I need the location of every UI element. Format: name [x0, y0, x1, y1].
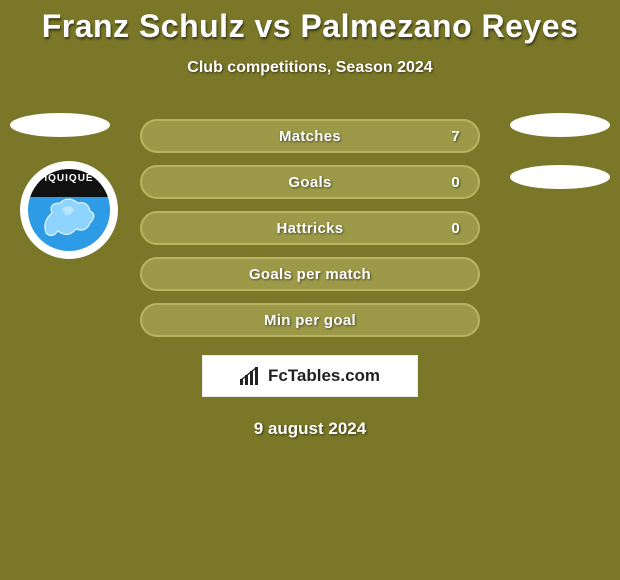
- stat-label: Min per goal: [264, 312, 356, 329]
- stats-rows: Matches 7 Goals 0 Hattricks 0 Goals per …: [140, 119, 480, 337]
- stat-row-min-per-goal: Min per goal: [140, 303, 480, 337]
- footer-date: 9 august 2024: [0, 419, 620, 439]
- brand-text: FcTables.com: [268, 366, 380, 386]
- club-logo-text: IQUIQUE: [28, 173, 110, 184]
- stat-label: Goals per match: [249, 266, 371, 283]
- stat-value: 7: [451, 128, 460, 145]
- stat-row-hattricks: Hattricks 0: [140, 211, 480, 245]
- stat-value: 0: [451, 174, 460, 191]
- page-subtitle: Club competitions, Season 2024: [0, 59, 620, 77]
- dragon-icon: [38, 193, 100, 243]
- right-club-oval: [510, 165, 610, 189]
- stat-label: Hattricks: [277, 220, 344, 237]
- stat-row-goals: Goals 0: [140, 165, 480, 199]
- stat-label: Goals: [288, 174, 331, 191]
- stat-row-matches: Matches 7: [140, 119, 480, 153]
- stat-row-goals-per-match: Goals per match: [140, 257, 480, 291]
- left-club-logo: IQUIQUE: [20, 161, 118, 259]
- stat-value: 0: [451, 220, 460, 237]
- club-logo-inner: IQUIQUE: [28, 169, 110, 251]
- stat-label: Matches: [279, 128, 341, 145]
- bars-icon: [240, 367, 262, 385]
- brand-badge[interactable]: FcTables.com: [202, 355, 418, 397]
- comparison-area: IQUIQUE Matches 7 Goals 0 Hattricks 0 Go…: [0, 119, 620, 439]
- right-player-oval: [510, 113, 610, 137]
- page-title: Franz Schulz vs Palmezano Reyes: [0, 8, 620, 45]
- left-player-oval: [10, 113, 110, 137]
